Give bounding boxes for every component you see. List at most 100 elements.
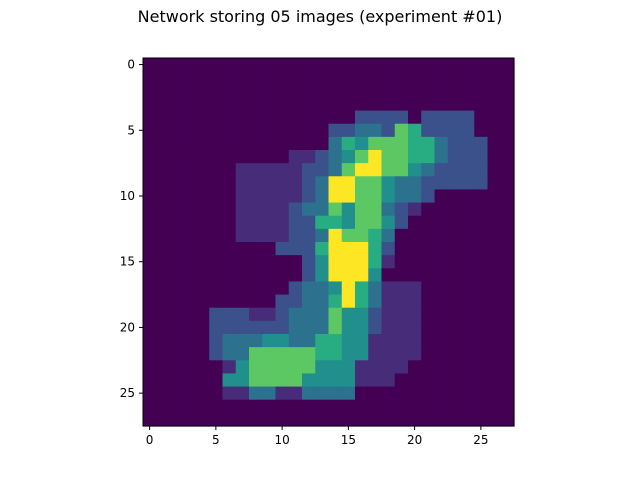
y-tick-label: 20 [120,320,135,334]
heatmap-cell [235,294,250,309]
heatmap-cell [288,84,303,99]
heatmap-cell [262,163,277,177]
heatmap-cell [447,228,462,243]
heatmap-cell [408,307,422,322]
heatmap-cell [143,150,157,164]
heatmap-cell [222,242,237,256]
heatmap-cell [328,373,343,388]
heatmap-cell [156,176,171,191]
heatmap-cell [235,334,250,348]
heatmap-cell [487,123,502,138]
heatmap-cell [169,97,184,112]
heatmap-cell [235,97,250,112]
heatmap-cell [262,84,277,99]
heatmap-cell [328,110,343,125]
heatmap-cell [355,347,369,361]
heatmap-cell [315,360,330,375]
heatmap-cell [302,386,316,401]
heatmap-cell [341,71,356,85]
heatmap-cell [235,386,250,401]
heatmap-cell [474,360,489,375]
heatmap-cell [275,373,290,388]
heatmap-cell [421,307,436,322]
heatmap-cell [196,163,210,177]
heatmap-cell [315,84,330,99]
heatmap-cell [408,347,422,361]
heatmap-cell [262,123,277,138]
heatmap-cell [302,307,316,322]
heatmap-cell [368,294,383,309]
heatmap-cell [408,373,422,388]
heatmap-cell [341,334,356,348]
heatmap-cell [368,373,383,388]
heatmap-cell [421,202,436,217]
heatmap-cell [182,255,197,269]
heatmap-cell [249,136,263,151]
heatmap-cell [421,373,436,388]
heatmap-cell [288,320,303,335]
heatmap-cell [421,110,436,125]
heatmap-cell [249,176,263,191]
heatmap-cell [394,202,409,217]
heatmap-cell [394,110,409,125]
heatmap-cell [222,268,237,283]
heatmap-cell [156,123,171,138]
heatmap-cell [262,281,277,296]
heatmap-cell [461,347,475,361]
heatmap-cell [381,399,396,414]
heatmap-cell [169,136,184,151]
heatmap-cell [288,58,303,72]
heatmap-cell [315,176,330,191]
heatmap-cell [394,320,409,335]
heatmap-cell [408,150,422,164]
heatmap-cell [156,242,171,256]
heatmap-cell [461,360,475,375]
heatmap-cell [209,373,224,388]
heatmap-cell [368,123,383,138]
heatmap-cell [196,123,210,138]
heatmap-cell [368,412,383,427]
heatmap-cell [474,163,489,177]
heatmap-cell [421,347,436,361]
heatmap-cell [487,136,502,151]
heatmap-cell [315,320,330,335]
heatmap-cell [222,294,237,309]
heatmap-cell [249,399,263,414]
heatmap-cell [474,215,489,230]
heatmap-cell [500,215,515,230]
heatmap-cell [143,399,157,414]
heatmap-cell [275,307,290,322]
heatmap-cell [222,399,237,414]
heatmap-cell [341,294,356,309]
heatmap-cell [368,84,383,99]
heatmap-cell [143,84,157,99]
heatmap-cell [500,123,515,138]
heatmap-cell [235,215,250,230]
heatmap-cell [315,123,330,138]
heatmap-cell [196,386,210,401]
heatmap-cell [368,399,383,414]
heatmap-cell [381,334,396,348]
heatmap-cell [394,58,409,72]
heatmap-cell [487,150,502,164]
heatmap-cell [394,123,409,138]
heatmap-cell [487,58,502,72]
heatmap-cell [235,412,250,427]
heatmap-cell [328,123,343,138]
heatmap-cell [249,150,263,164]
heatmap-cell [315,373,330,388]
heatmap-cell [302,202,316,217]
heatmap-cell [408,228,422,243]
heatmap-cell [262,71,277,85]
heatmap-cell [474,307,489,322]
heatmap-cell [500,136,515,151]
heatmap-cell [182,202,197,217]
heatmap-cell [487,228,502,243]
heatmap-cell [474,97,489,112]
heatmap-cell [143,163,157,177]
heatmap-cell [288,163,303,177]
heatmap-cell [447,281,462,296]
heatmap-cell [249,334,263,348]
heatmap-cell [249,97,263,112]
heatmap-cell [235,242,250,256]
